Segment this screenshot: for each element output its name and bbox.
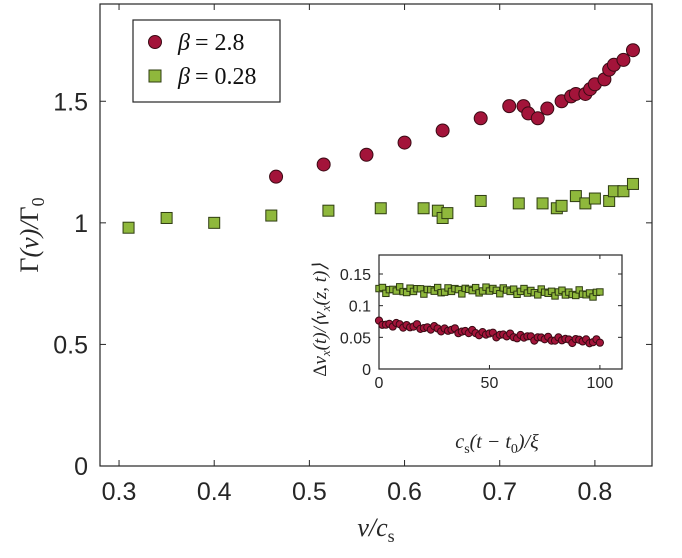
legend-label-beta-0-28: β = 0.28 xyxy=(177,64,257,90)
data-point-circle xyxy=(269,169,284,184)
data-point-square xyxy=(588,192,601,205)
legend: β = 2.8 β = 0.28 xyxy=(132,19,281,103)
data-point-circle xyxy=(616,52,631,67)
data-point-square xyxy=(512,197,525,210)
inset-x-tick-label: 100 xyxy=(587,375,614,392)
x-axis-label: v/cs xyxy=(357,513,394,546)
y-tick-label: 1 xyxy=(74,210,88,238)
legend-label-beta-2-8: β = 2.8 xyxy=(177,30,245,56)
x-tick-label: 0.4 xyxy=(197,478,232,506)
data-point-circle xyxy=(473,111,488,126)
legend-square-marker xyxy=(148,69,162,83)
data-point-square xyxy=(474,194,487,207)
inset-series-beta-2-8 xyxy=(374,316,605,348)
data-point-square xyxy=(122,221,135,234)
inset-x-tick-label: 50 xyxy=(481,375,499,392)
inset-axis-ticks: 0 50 100 0 0.05 0.1 0.15 xyxy=(340,255,622,392)
inset-y-tick-label: 0.05 xyxy=(340,330,371,347)
inset-y-tick-label: 0 xyxy=(362,362,371,379)
data-point-circle xyxy=(397,135,412,150)
inset-plot-frame xyxy=(378,254,623,370)
inset-y-tick-label: 0.1 xyxy=(349,299,371,316)
data-point-circle xyxy=(625,43,640,58)
x-tick-label: 0.8 xyxy=(578,478,613,506)
x-tick-label: 0.7 xyxy=(482,478,517,506)
data-point-circle xyxy=(359,147,374,162)
y-axis-label: Γ(v)/Γ0 xyxy=(15,197,48,272)
data-point-square xyxy=(617,185,630,198)
data-point-square xyxy=(569,190,582,203)
data-point-square xyxy=(441,207,454,220)
data-point-square xyxy=(160,211,173,224)
series-beta-2-8 xyxy=(269,43,640,184)
inset-data-point-circle xyxy=(595,338,605,347)
y-tick-label: 0 xyxy=(74,453,88,481)
data-point-square xyxy=(555,199,568,212)
data-point-circle xyxy=(540,101,555,116)
svg-text:Δvx(t)/⟨vx(z, t)⟩: Δvx(t)/⟨vx(z, t)⟩ xyxy=(310,263,333,377)
data-point-square xyxy=(536,197,549,210)
data-point-square xyxy=(208,216,221,229)
inset-chart: 0 50 100 0 0.05 0.1 0.15 cs(t − t0)/ξ Δvx(t)/⟨… xyxy=(310,254,623,457)
main-data-series xyxy=(122,43,640,234)
inset-series-beta-0-28 xyxy=(375,283,604,301)
data-point-circle xyxy=(316,157,331,172)
inset-y-axis-label: Δvx(t)/⟨vx(z, t)⟩ xyxy=(310,263,333,377)
legend-box xyxy=(132,19,281,103)
svg-text:Γ(v)/Γ0: Γ(v)/Γ0 xyxy=(15,197,48,272)
x-tick-label: 0.3 xyxy=(102,478,137,506)
data-point-square xyxy=(374,202,387,215)
data-point-square xyxy=(265,209,278,222)
data-point-square xyxy=(626,177,639,190)
data-point-square xyxy=(322,204,335,217)
series-beta-0-28 xyxy=(122,177,639,234)
data-point-circle xyxy=(435,123,450,138)
main-axis-ticks: 0.3 0.4 0.5 0.6 0.7 0.8 0 0.5 1 1.5 xyxy=(53,4,652,506)
inset-y-tick-label: 0.15 xyxy=(340,267,371,284)
inset-data-point-square xyxy=(596,288,604,296)
data-point-circle xyxy=(530,111,545,126)
legend-circle-marker xyxy=(148,35,162,49)
x-tick-label: 0.6 xyxy=(387,478,422,506)
y-tick-label: 1.5 xyxy=(53,88,88,116)
x-tick-label: 0.5 xyxy=(292,478,327,506)
y-tick-label: 0.5 xyxy=(53,331,88,359)
data-point-square xyxy=(417,202,430,215)
inset-data-series xyxy=(374,283,605,348)
data-point-circle xyxy=(502,99,517,114)
inset-x-axis-label: cs(t − t0)/ξ xyxy=(455,431,539,457)
inset-x-tick-label: 0 xyxy=(375,375,384,392)
